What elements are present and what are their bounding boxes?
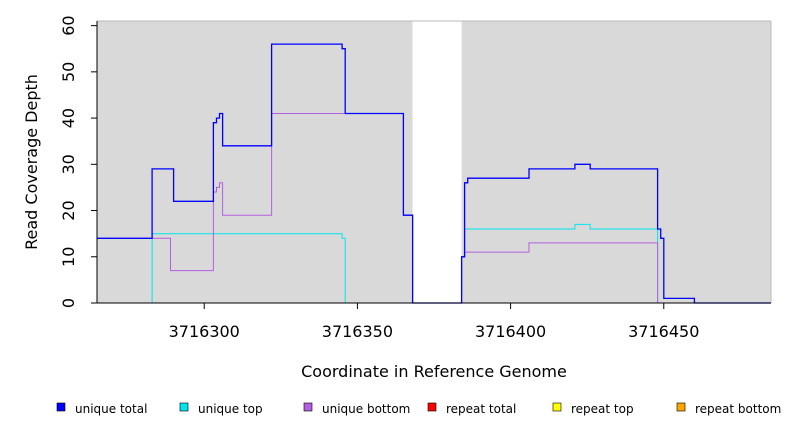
legend-label: unique total: [75, 402, 147, 416]
x-tick-label: 3716350: [322, 322, 393, 341]
legend-item-unique-top: unique top: [179, 402, 263, 416]
x-axis-label: Coordinate in Reference Genome: [301, 362, 567, 381]
legend-item-repeat-total: repeat total: [427, 402, 516, 416]
legend-item-repeat-bottom: repeat bottom: [676, 402, 781, 416]
y-tick-label: 20: [59, 200, 78, 220]
x-tick-label: 3716300: [169, 322, 240, 341]
series-line-unique-total: [97, 43, 771, 304]
y-tick-label: 40: [59, 108, 78, 128]
plot-frame: [97, 20, 772, 303]
x-tick-label: 3716450: [628, 322, 699, 341]
legend-swatch: [676, 402, 686, 412]
legend-swatch: [552, 402, 562, 412]
y-tick-label: 60: [59, 15, 78, 35]
legend-swatch: [56, 402, 66, 412]
legend-label: unique top: [198, 402, 263, 416]
y-axis-label: Read Coverage Depth: [22, 74, 41, 250]
legend-item-unique-total: unique total: [56, 402, 147, 416]
legend-swatch: [303, 402, 313, 412]
shaded-region-left: [97, 21, 413, 303]
y-tick-label: 30: [59, 154, 78, 174]
legend-swatch: [179, 402, 189, 412]
legend-swatch: [427, 402, 437, 412]
legend-item-unique-bottom: unique bottom: [303, 402, 410, 416]
y-tick-label: 10: [59, 247, 78, 267]
plot-background: [97, 20, 771, 303]
y-tick-label: 0: [59, 298, 78, 308]
legend-label: repeat total: [446, 402, 516, 416]
y-tick-label: 50: [59, 62, 78, 82]
legend-label: unique bottom: [322, 402, 410, 416]
axes: 0 10 20 30 40 50 60 3716300 3716350 3716400 371645…: [59, 15, 771, 341]
legend-label: repeat bottom: [695, 402, 781, 416]
legend-label: repeat top: [571, 402, 634, 416]
legend: unique total unique top unique bottom repea…: [56, 402, 781, 416]
legend-item-repeat-top: repeat top: [552, 402, 634, 416]
shaded-region-right: [461, 21, 771, 303]
x-tick-label: 3716400: [475, 322, 546, 341]
